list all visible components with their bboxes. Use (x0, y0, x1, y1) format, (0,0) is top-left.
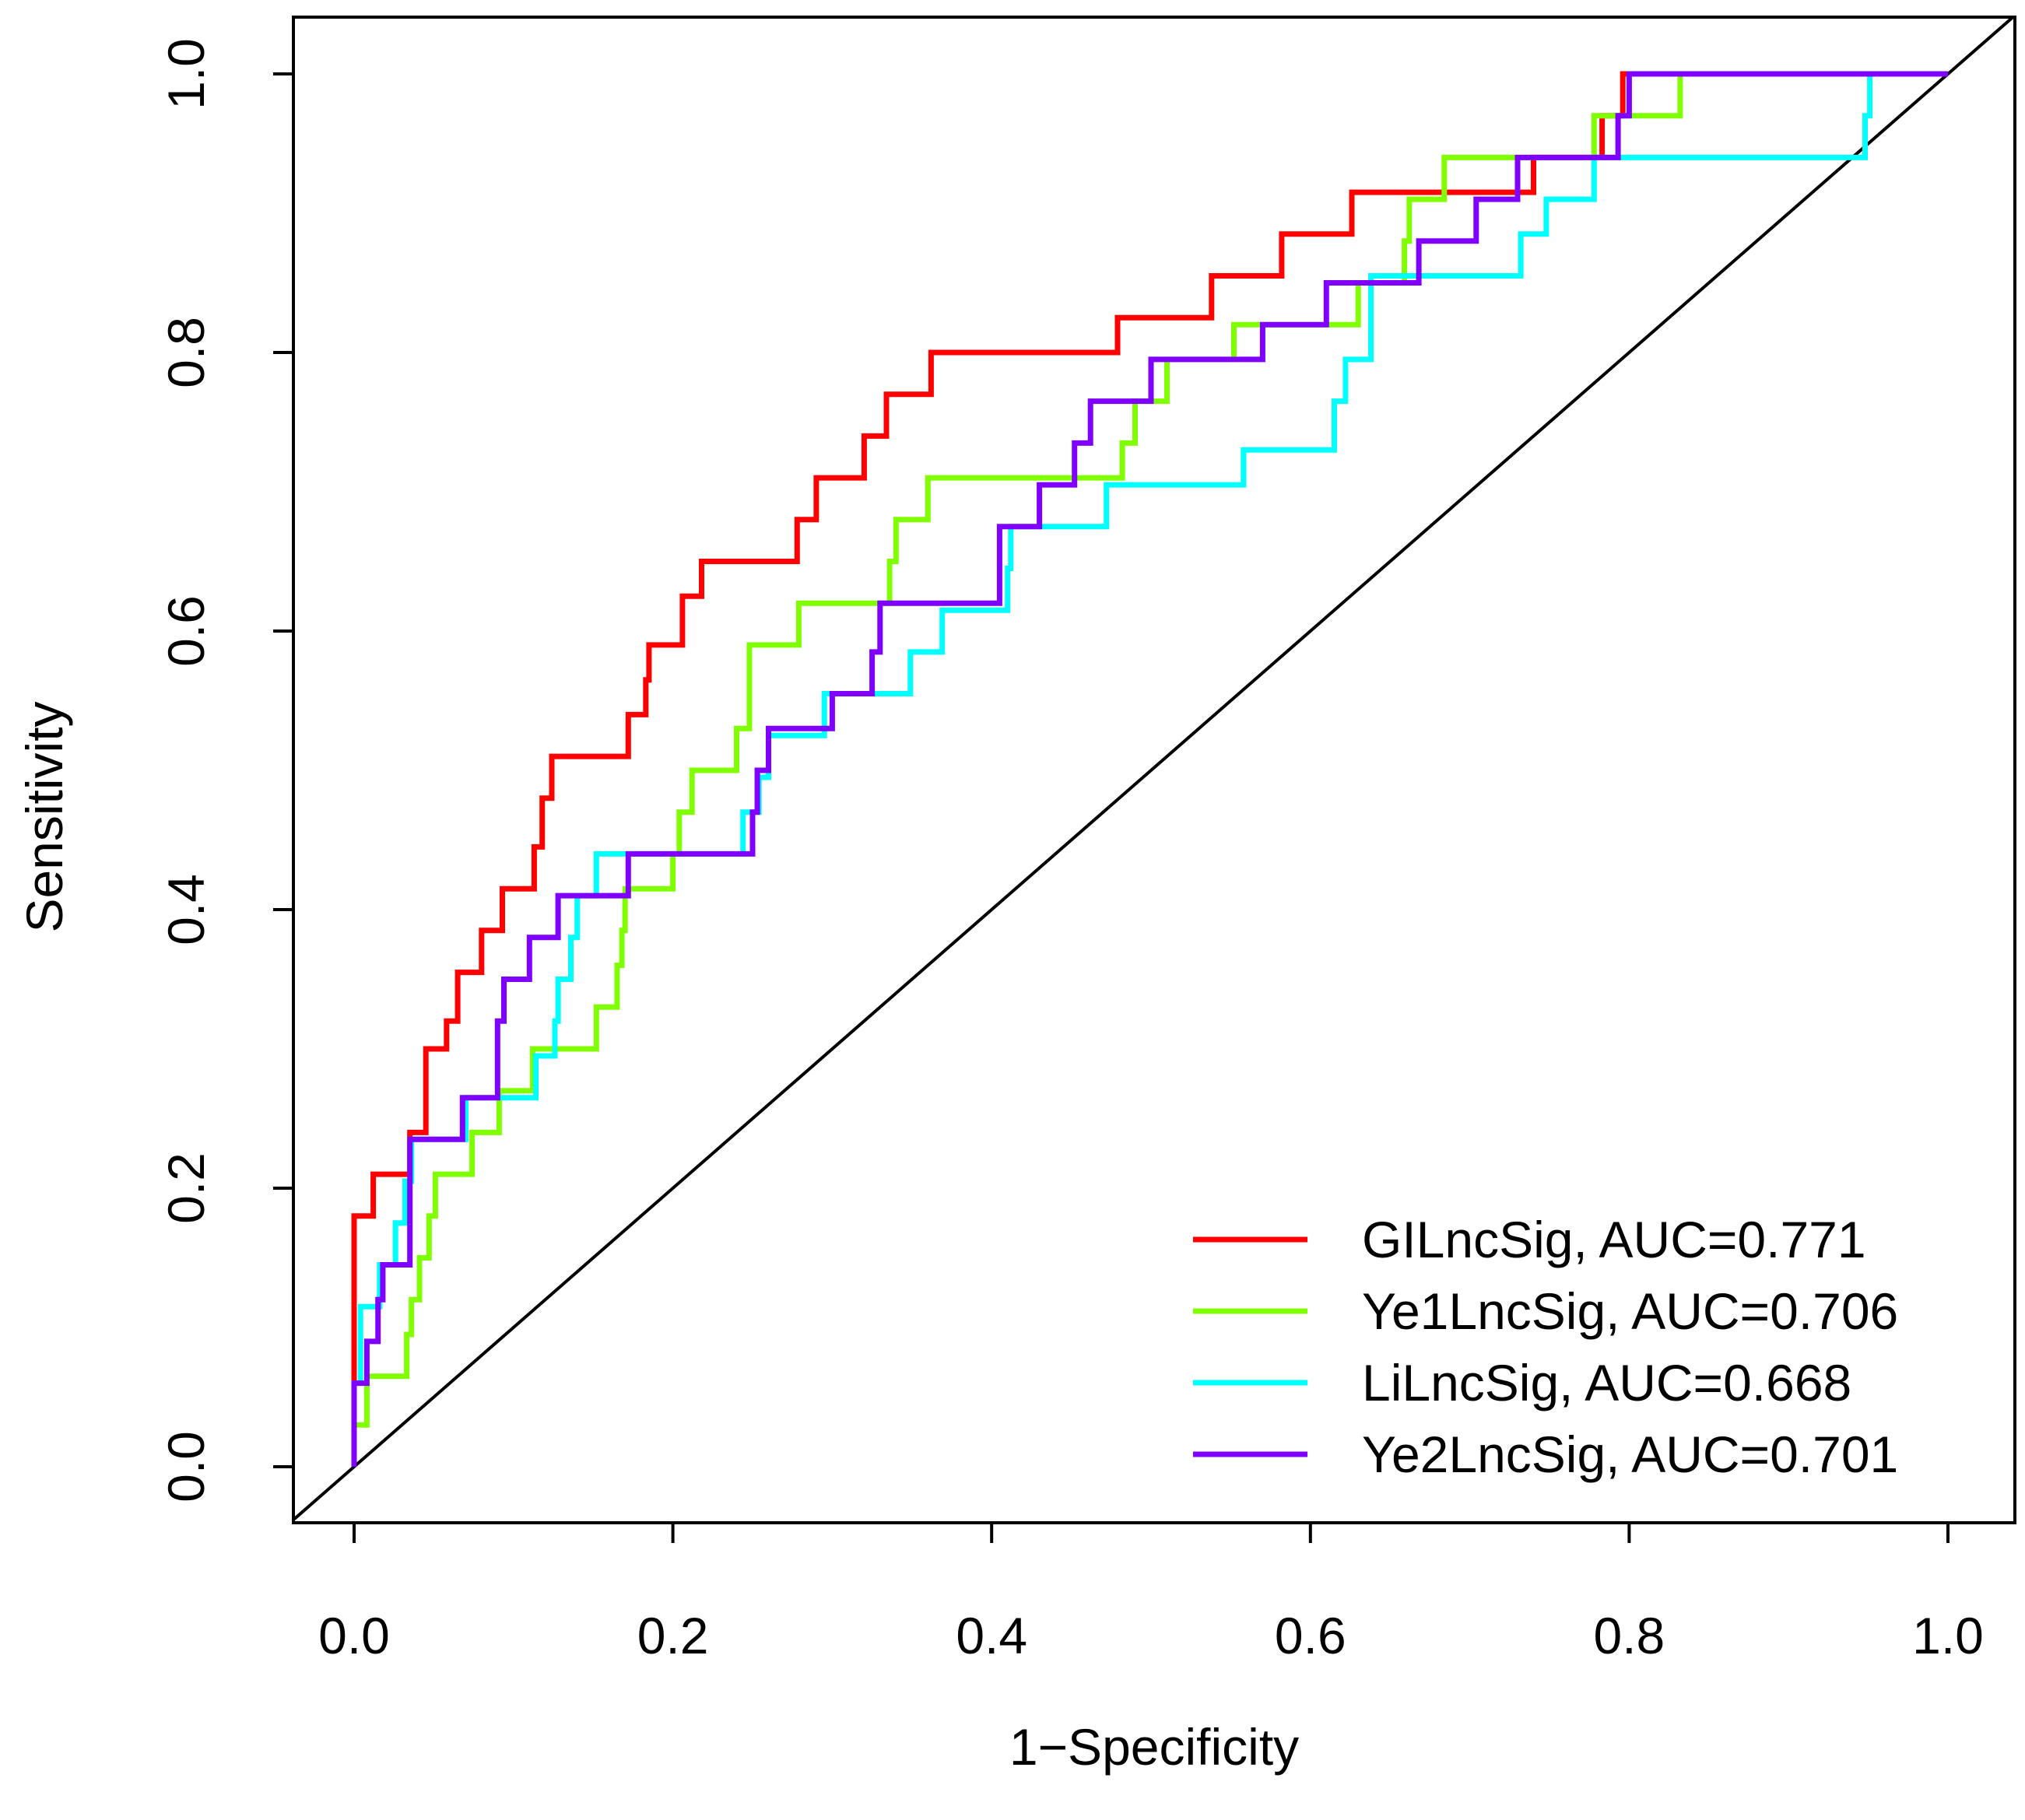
legend-label: Ye2LncSig, AUC=0.701 (1362, 1425, 1898, 1483)
y-tick-label: 0.4 (157, 874, 215, 945)
roc-curve-gilncsig (351, 71, 1948, 1467)
x-tick-label: 0.4 (956, 1607, 1027, 1664)
y-tick-label: 0.6 (157, 595, 215, 667)
y-axis: 0.0 0.2 0.4 0.6 0.8 1.0 (157, 38, 295, 1503)
y-tick-label: 0.2 (157, 1152, 215, 1224)
x-axis-title: 1−Specificity (1009, 1718, 1299, 1776)
x-tick-label: 1.0 (1912, 1607, 1984, 1664)
reference-diagonal (292, 16, 2014, 1521)
y-tick-label: 0.8 (157, 317, 215, 388)
x-tick-label: 0.6 (1275, 1607, 1346, 1664)
legend-label: GILncSig, AUC=0.771 (1362, 1211, 1866, 1268)
y-tick-label: 0.0 (157, 1431, 215, 1503)
legend-label: LiLncSig, AUC=0.668 (1362, 1354, 1851, 1411)
legend-label: Ye1LncSig, AUC=0.706 (1362, 1282, 1898, 1340)
roc-curve-ye2lncsig (351, 71, 1948, 1467)
y-tick-label: 1.0 (157, 38, 215, 110)
x-tick-label: 0.2 (637, 1607, 709, 1664)
x-tick-label: 0.0 (318, 1607, 390, 1664)
x-axis: 0.0 0.2 0.4 0.6 0.8 1.0 (318, 1521, 1984, 1664)
x-tick-label: 0.8 (1594, 1607, 1665, 1664)
legend: GILncSig, AUC=0.771 Ye1LncSig, AUC=0.706 L… (1193, 1211, 1898, 1483)
y-axis-title: Sensitivity (16, 701, 73, 932)
plot-area (292, 16, 2014, 1521)
